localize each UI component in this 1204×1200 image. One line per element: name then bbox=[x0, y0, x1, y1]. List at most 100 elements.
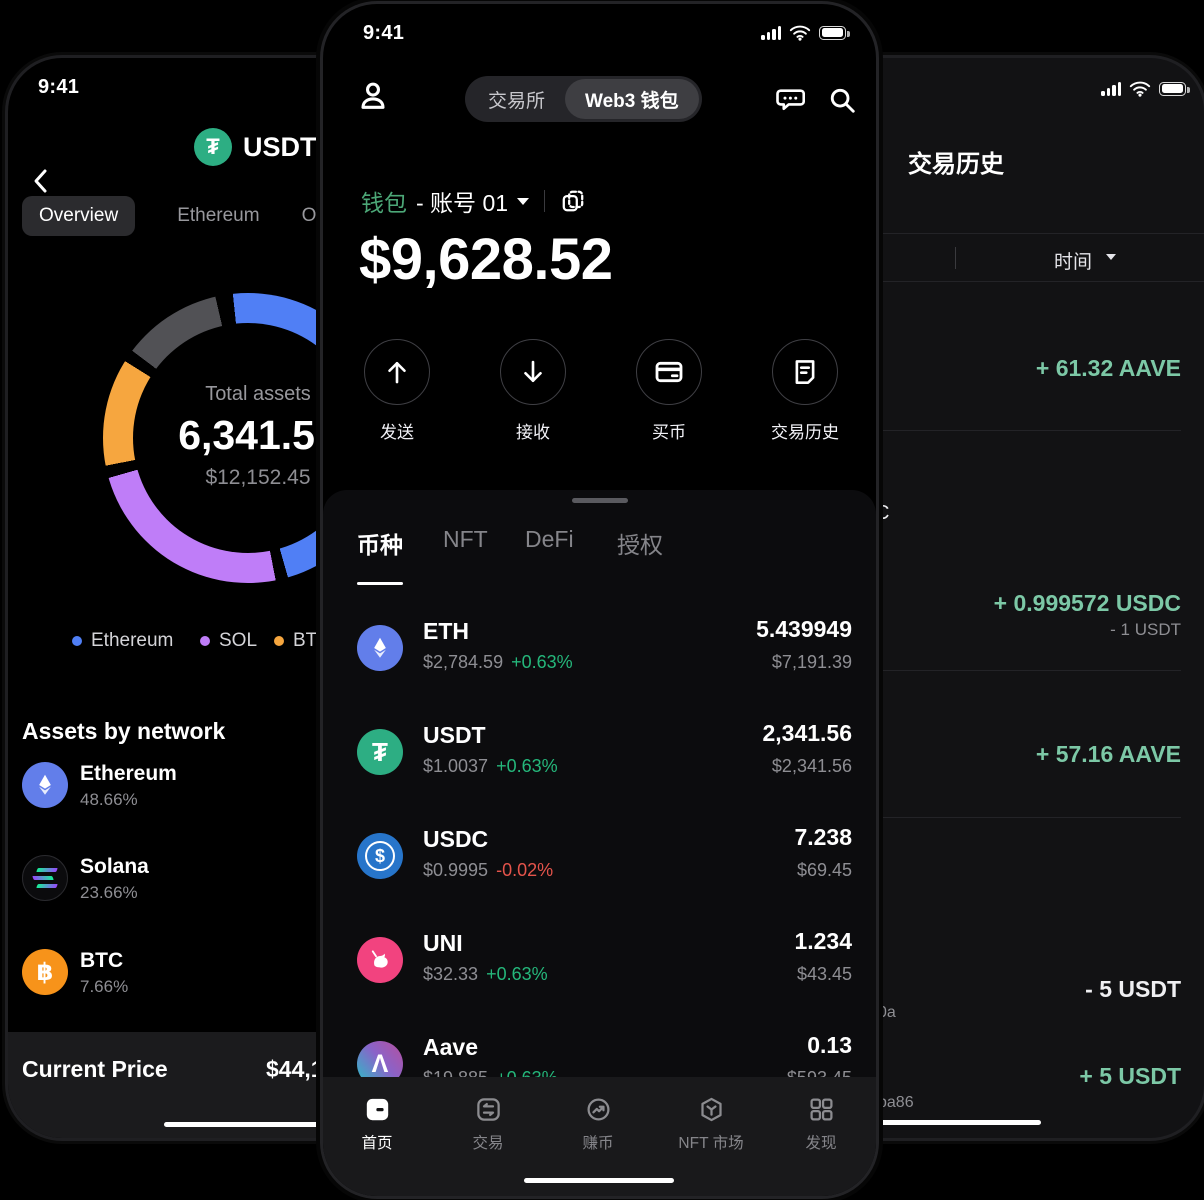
token-change: +0.63% bbox=[496, 756, 558, 776]
drag-handle[interactable] bbox=[571, 498, 628, 503]
segment-exchange[interactable]: 交易所 bbox=[488, 90, 546, 112]
token-price: $0.9995 bbox=[423, 860, 489, 880]
tx-fragment: ) bbox=[874, 382, 880, 401]
hidden-filter-caret-icon[interactable] bbox=[872, 254, 882, 260]
segment-web3-wallet[interactable]: Web3 钱包 bbox=[565, 79, 699, 119]
arrow-down-icon bbox=[518, 357, 548, 387]
tx-amount: + 5 USDT bbox=[1079, 1063, 1181, 1089]
tx-address-fragment: ba86 bbox=[878, 1094, 914, 1111]
nav-label: 交易 bbox=[472, 1135, 504, 1152]
chat-icon bbox=[775, 85, 805, 115]
tab-nft[interactable]: NFT bbox=[443, 526, 488, 552]
nav-nft-market[interactable]: NFT 市场 bbox=[651, 1096, 771, 1153]
uni-icon bbox=[357, 937, 403, 983]
eth-icon bbox=[357, 625, 403, 671]
nft-market-icon bbox=[651, 1096, 771, 1123]
tab-overview[interactable]: Overview bbox=[22, 196, 136, 236]
tab-coins[interactable]: 币种 bbox=[357, 532, 403, 558]
legend-dot-sol bbox=[200, 636, 210, 646]
profile-button[interactable] bbox=[357, 80, 389, 112]
search-button[interactable] bbox=[827, 85, 857, 115]
network-row-btc[interactable]: ฿ BTC 7.66% bbox=[22, 949, 422, 996]
tab-approvals[interactable]: 授权 bbox=[617, 532, 663, 558]
chat-button[interactable] bbox=[775, 85, 805, 115]
network-percent: 7.66% bbox=[80, 977, 129, 996]
arrow-up-icon bbox=[382, 357, 412, 387]
sort-caret-icon bbox=[1106, 254, 1116, 260]
card-icon bbox=[653, 356, 685, 388]
history-button[interactable] bbox=[772, 339, 838, 405]
token-symbol: USDT bbox=[423, 722, 486, 748]
token-symbol: UNI bbox=[423, 930, 463, 956]
asset-tabs: Overview Ethereum O bbox=[22, 196, 316, 236]
filter-divider bbox=[955, 247, 956, 269]
token-change: -0.02% bbox=[496, 860, 554, 880]
action-label: 发送 bbox=[380, 423, 414, 442]
filter-row: 时间 bbox=[688, 233, 1204, 282]
copy-address-icon[interactable] bbox=[560, 188, 586, 214]
home-indicator bbox=[524, 1178, 674, 1183]
send-button[interactable] bbox=[364, 339, 430, 405]
network-row-solana[interactable]: Solana 23.66% bbox=[22, 855, 422, 902]
total-assets-fiat: $12,152.45 bbox=[205, 466, 311, 489]
buy-crypto-button[interactable] bbox=[636, 339, 702, 405]
nav-label: NFT 市场 bbox=[678, 1135, 744, 1152]
token-amount: 5.439949 bbox=[756, 616, 852, 642]
tab-next-fragment[interactable]: O bbox=[301, 205, 317, 226]
network-row-ethereum[interactable]: Ethereum 48.66% bbox=[22, 762, 422, 809]
wifi-icon bbox=[789, 24, 811, 41]
legend-sol: SOL bbox=[200, 630, 257, 652]
signal-icon bbox=[761, 25, 781, 40]
btc-icon: ฿ bbox=[22, 949, 68, 995]
tx-sub-amount: - 1 USDT bbox=[1110, 620, 1181, 639]
receive-button[interactable] bbox=[500, 339, 566, 405]
legend-dot-btc bbox=[274, 636, 284, 646]
battery-icon bbox=[819, 25, 850, 40]
nav-trade[interactable]: 交易 bbox=[428, 1096, 548, 1153]
action-label: 接收 bbox=[516, 423, 550, 442]
token-row-uni[interactable]: UNI $32.33 +0.63% 1.234 $43.45 bbox=[323, 908, 876, 1012]
section-title: Assets by network bbox=[22, 718, 226, 744]
tx-amount: + 57.16 AAVE bbox=[1035, 741, 1181, 767]
tab-defi[interactable]: DeFi bbox=[525, 526, 574, 552]
network-percent: 23.66% bbox=[80, 883, 138, 902]
bottom-nav: 首页 交易 赚币 NFT 市场 bbox=[323, 1077, 876, 1196]
sort-time-dropdown[interactable]: 时间 bbox=[1054, 252, 1093, 273]
home-indicator bbox=[851, 1120, 1041, 1125]
token-symbol: USDC bbox=[423, 826, 489, 852]
history-title: 交易历史 bbox=[908, 151, 1004, 178]
nav-earn[interactable]: 赚币 bbox=[538, 1096, 658, 1153]
home-indicator bbox=[164, 1122, 444, 1127]
tx-amount: + 61.32 AAVE bbox=[1035, 355, 1181, 381]
token-row-eth[interactable]: ETH $2,784.59 +0.63% 5.439949 $7,191.39 bbox=[323, 596, 876, 700]
token-symbol: Aave bbox=[423, 1034, 478, 1060]
token-value: $43.45 bbox=[796, 964, 852, 984]
center-phone: 9:41 交易所 Web3 钱包 bbox=[323, 4, 876, 1196]
usdt-icon: ₮ bbox=[357, 729, 403, 775]
network-name: Solana bbox=[80, 855, 149, 878]
row-divider bbox=[878, 817, 1181, 818]
status-icons bbox=[1101, 80, 1190, 97]
token-value: $7,191.39 bbox=[771, 652, 852, 672]
token-row-usdt[interactable]: ₮ USDT $1.0037 +0.63% 2,341.56 $2,341.56 bbox=[323, 700, 876, 804]
tab-ethereum[interactable]: Ethereum bbox=[177, 205, 260, 226]
token-amount: 0.13 bbox=[807, 1032, 852, 1058]
token-amount: 2,341.56 bbox=[762, 720, 852, 746]
trade-icon bbox=[428, 1096, 548, 1123]
network-name: BTC bbox=[80, 949, 124, 972]
token-change: +0.63% bbox=[486, 964, 548, 984]
back-button[interactable] bbox=[26, 164, 56, 198]
token-change: +0.63% bbox=[511, 652, 573, 672]
donut-center: Total assets 6,341.56 $12,152.45 bbox=[113, 383, 403, 490]
search-icon bbox=[827, 85, 857, 115]
token-price: $2,784.59 bbox=[423, 652, 504, 672]
nav-discover[interactable]: 发现 bbox=[761, 1096, 876, 1153]
wallet-divider bbox=[544, 190, 546, 212]
tx-amount: - 5 USDT bbox=[1085, 976, 1181, 1002]
nav-home[interactable]: 首页 bbox=[323, 1096, 437, 1153]
nav-label: 赚币 bbox=[582, 1135, 614, 1152]
wallet-selector[interactable]: 钱包 - 账号 01 bbox=[361, 184, 586, 218]
segmented-control: 交易所 Web3 钱包 bbox=[465, 76, 702, 122]
token-row-usdc[interactable]: $ USDC $0.9995 -0.02% 7.238 $69.45 bbox=[323, 804, 876, 908]
status-icons bbox=[761, 24, 850, 41]
